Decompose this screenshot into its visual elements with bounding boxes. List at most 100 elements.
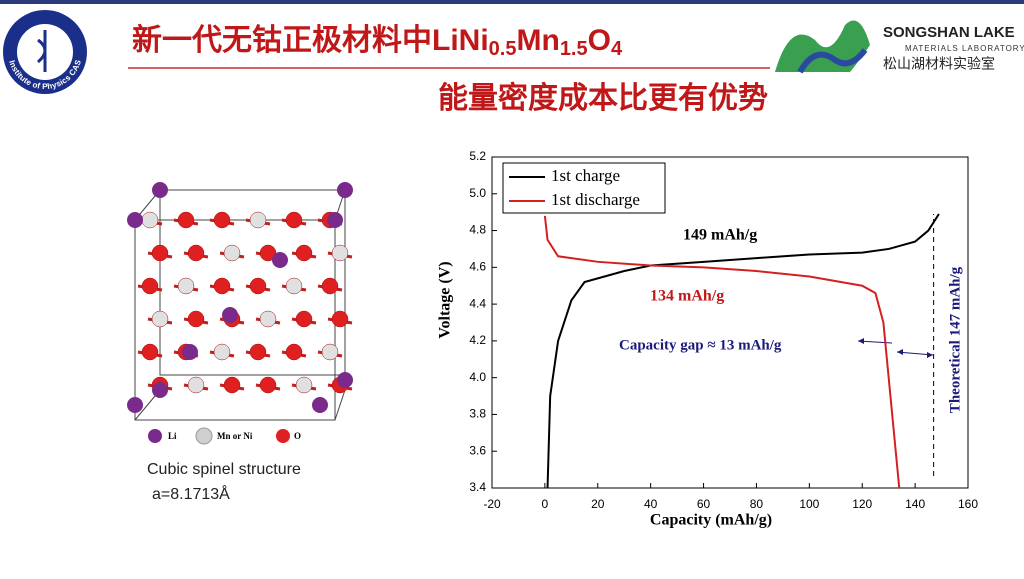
- top-bar: [0, 0, 1024, 4]
- structure-caption: Cubic spinel structure: [147, 461, 301, 478]
- y-tick-label: 5.2: [469, 149, 486, 163]
- legend-label: 1st discharge: [551, 190, 640, 209]
- y-tick-label: 5.0: [469, 186, 486, 200]
- x-tick-label: 80: [750, 497, 764, 511]
- x-tick-label: 100: [799, 497, 819, 511]
- legend-ball: [195, 427, 213, 445]
- atom: [223, 376, 241, 394]
- logo-left-icon: [36, 30, 47, 72]
- cube-edge: [159, 189, 346, 376]
- plot-frame: [491, 156, 969, 489]
- atom: [213, 277, 231, 295]
- title-subscript: 4: [611, 38, 623, 60]
- atom-li: [152, 382, 168, 398]
- crystal-structure: [127, 182, 353, 421]
- atom-li: [182, 344, 198, 360]
- x-axis-label: Capacity (mAh/g): [650, 512, 772, 529]
- annotation: Capacity gap ≈ 13 mAh/g: [619, 337, 782, 353]
- atom-li: [152, 182, 168, 198]
- atom: [321, 277, 339, 295]
- atom: [187, 376, 205, 394]
- atom: [151, 244, 169, 262]
- atom: [285, 343, 303, 361]
- y-tick-label: 4.0: [469, 370, 486, 384]
- y-tick-label: 3.6: [469, 443, 486, 457]
- atom: [295, 376, 313, 394]
- x-tick-label: 160: [958, 497, 978, 511]
- y-tick-label: 4.4: [469, 296, 486, 310]
- structure-legend: Li: [168, 431, 177, 441]
- atom: [249, 343, 267, 361]
- title-part: Mn: [516, 24, 559, 57]
- title-subscript: 1.5: [560, 38, 588, 60]
- lattice-constant: a=8.1713Å: [152, 484, 230, 503]
- atom: [331, 244, 349, 262]
- atom: [285, 277, 303, 295]
- y-axis-label: Voltage (V): [437, 261, 454, 338]
- logo-right-icon: [775, 20, 870, 72]
- x-tick-label: 140: [905, 497, 925, 511]
- title-part: 新一代无钴正极材料中LiNi: [132, 24, 489, 57]
- atom-li: [337, 372, 353, 388]
- slide-subtitle: 能量密度成本比更有优势: [438, 81, 768, 115]
- legend-box: [502, 162, 666, 214]
- atom-li: [327, 212, 343, 228]
- atom-li: [337, 182, 353, 198]
- title-subscript: 0.5: [489, 38, 517, 60]
- atom: [187, 310, 205, 328]
- atom-li: [312, 397, 328, 413]
- legend-label: 1st charge: [551, 166, 620, 185]
- logo-right-cn: 松山湖材料实验室: [883, 56, 995, 72]
- x-tick-label: -20: [483, 497, 501, 511]
- atom: [177, 277, 195, 295]
- atom: [295, 310, 313, 328]
- atom: [177, 211, 195, 229]
- cube-edge: [334, 389, 346, 421]
- atom: [249, 211, 267, 229]
- atom: [187, 244, 205, 262]
- atom: [331, 310, 349, 328]
- logo-right-name: SONGSHAN LAKE: [883, 24, 1015, 41]
- atom-li: [222, 307, 238, 323]
- logo-right-wave: [797, 48, 868, 74]
- y-tick-label: 3.4: [469, 480, 486, 494]
- y-tick-label: 4.6: [469, 260, 486, 274]
- atom: [213, 343, 231, 361]
- atom: [223, 244, 241, 262]
- series-line: [546, 213, 940, 489]
- title-part: O: [588, 24, 611, 57]
- annotation: 149 mAh/g: [683, 227, 757, 244]
- atom: [259, 310, 277, 328]
- atom: [141, 211, 159, 229]
- series-line: [543, 215, 901, 489]
- structure-legend: O: [294, 431, 301, 441]
- arrow-heads: [858, 338, 933, 358]
- atom: [321, 343, 339, 361]
- atom-li: [272, 252, 288, 268]
- x-tick-label: 60: [697, 497, 711, 511]
- atom: [259, 376, 277, 394]
- logo-right-sub: MATERIALS LABORATORY: [905, 44, 1024, 53]
- atom: [151, 310, 169, 328]
- atom: [141, 343, 159, 361]
- atom: [213, 211, 231, 229]
- gap-arrows: [857, 340, 934, 356]
- y-tick-label: 4.8: [469, 223, 486, 237]
- atom: [141, 277, 159, 295]
- atom: [295, 244, 313, 262]
- x-tick-label: 0: [542, 497, 549, 511]
- y-tick-label: 3.8: [469, 407, 486, 421]
- atom: [285, 211, 303, 229]
- annotation: 134 mAh/g: [650, 288, 724, 305]
- slide-title: 新一代无钴正极材料中LiNi0.5Mn1.5O4: [132, 24, 623, 60]
- x-tick-label: 20: [591, 497, 605, 511]
- legend-ball: [148, 429, 162, 443]
- atom-li: [127, 212, 143, 228]
- structure-legend: Mn or Ni: [217, 431, 253, 441]
- legend-ball: [276, 429, 290, 443]
- x-tick-label: 120: [852, 497, 872, 511]
- atom: [259, 244, 277, 262]
- x-tick-label: 40: [644, 497, 658, 511]
